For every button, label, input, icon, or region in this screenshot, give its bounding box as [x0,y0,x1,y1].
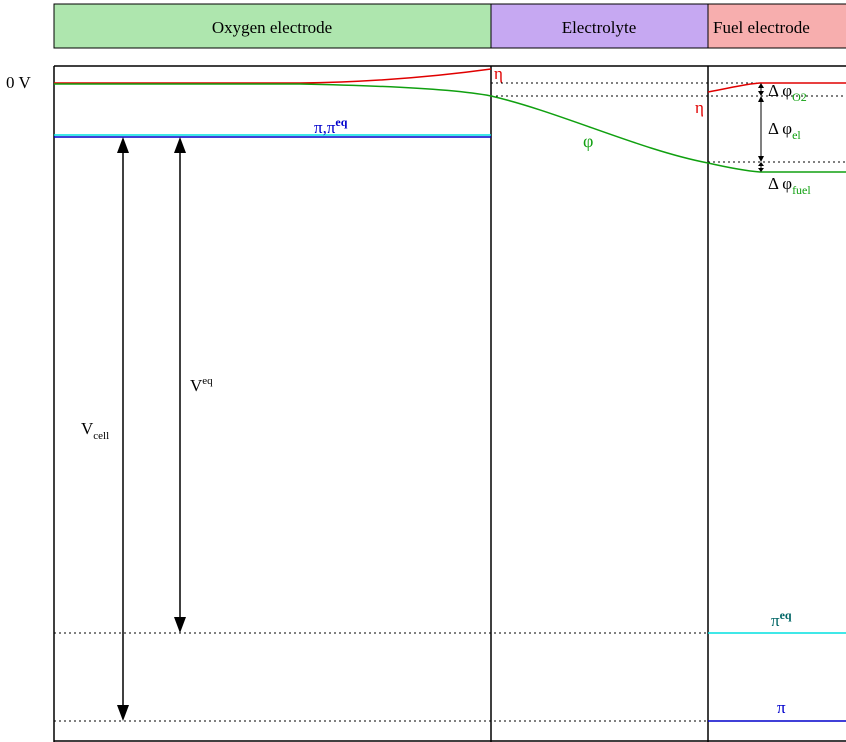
fuel-electrode-header [707,3,846,49]
zero-volt-label: 0 V [6,73,31,92]
dphi-el-label: Δ φel [768,119,801,142]
dphi-el-arrow [758,96,764,162]
pi-eq-label-fuel: πeq [771,608,792,630]
phi-curve [54,83,846,173]
electrolyte-header [490,3,709,49]
eta-curve-oxygen [54,68,492,84]
phi-label: φ [583,131,593,151]
oxygen-electrode-header [53,3,492,49]
pi-pi-eq-label: π,πeq [314,115,348,137]
fuel-electrode-label: Fuel electrode [713,18,810,37]
v-eq-label: Veq [190,375,213,395]
eta-label-fuel: η [695,98,704,117]
dphi-o2-arrow [758,83,764,96]
v-cell-arrow [117,137,129,721]
pi-label-fuel: π [777,698,786,717]
eta-curve-fuel [707,82,846,93]
eta-label-oxygen: η [494,64,503,83]
dphi-fuel-arrow [758,162,764,172]
v-eq-arrow [174,137,186,633]
v-cell-label: Vcell [81,419,109,442]
electrolyte-label: Electrolyte [562,18,637,37]
dphi-o2-label: Δ φO2 [768,81,807,104]
dphi-fuel-label: Δ φfuel [768,174,811,197]
oxygen-electrode-label: Oxygen electrode [212,18,332,37]
